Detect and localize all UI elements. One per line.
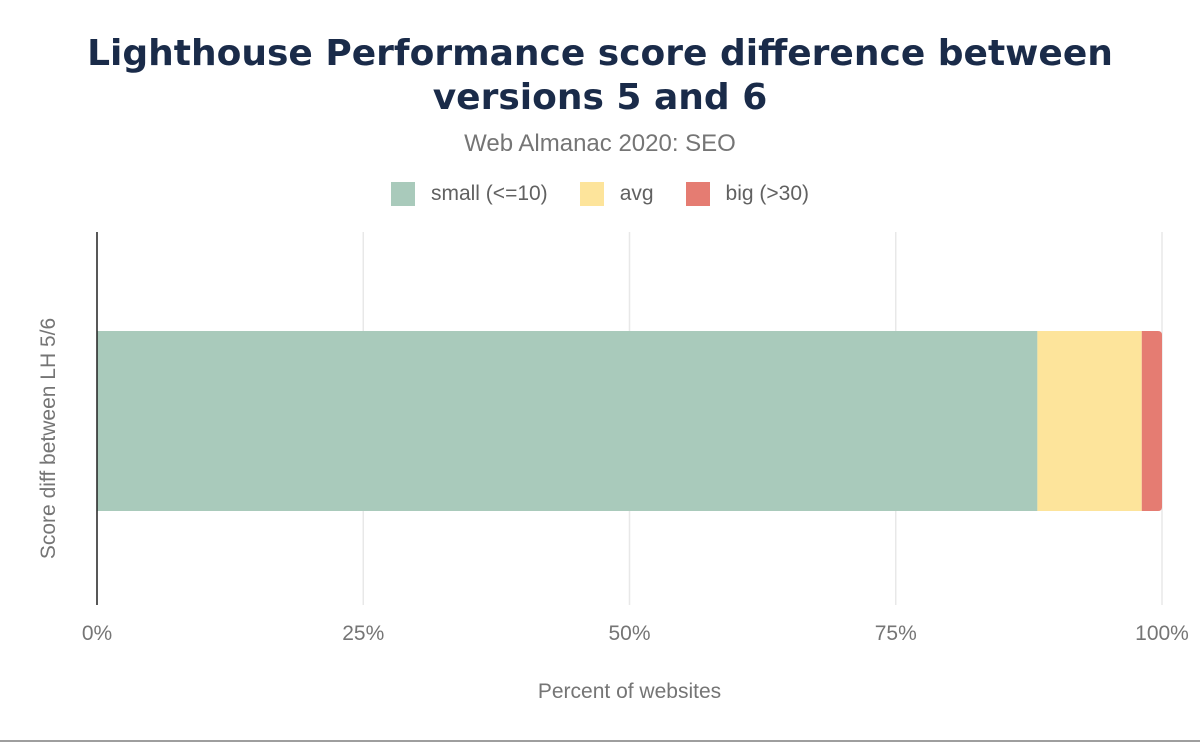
x-axis-title: Percent of websites	[538, 680, 721, 703]
legend-label-small: small (<=10)	[430, 182, 548, 205]
legend-item-small[interactable]: small (<=10)	[390, 182, 548, 206]
x-tick-label-100: 100%	[1135, 622, 1189, 645]
legend-item-big[interactable]: big (>30)	[685, 182, 810, 206]
bars	[97, 331, 1162, 511]
legend-item-avg[interactable]: avg	[579, 182, 654, 206]
bar-segment-big[interactable]	[1141, 331, 1162, 511]
x-tick-label-50: 50%	[608, 622, 650, 645]
bar-segment-small[interactable]	[97, 331, 1038, 511]
legend-label-big: big (>30)	[725, 182, 810, 205]
x-tick-label-75: 75%	[875, 622, 917, 645]
x-tick-label-0: 0%	[82, 622, 112, 645]
legend-swatch-big	[685, 182, 710, 206]
legend: small (<=10) avg big (>30)	[0, 182, 1200, 206]
legend-swatch-small	[390, 182, 415, 206]
chart-title: Lighthouse Performance score difference …	[87, 33, 1113, 118]
chart-subtitle: Web Almanac 2020: SEO	[464, 130, 736, 157]
x-tick-labels: 0% 25% 50% 75% 100%	[82, 622, 1189, 645]
legend-label-avg: avg	[619, 182, 654, 205]
bar-segment-avg[interactable]	[1037, 331, 1142, 511]
bottom-divider	[0, 740, 1200, 742]
x-tick-label-25: 25%	[342, 622, 384, 645]
legend-swatch-avg	[579, 182, 604, 206]
y-axis-title: Score diff between LH 5/6	[37, 318, 60, 559]
